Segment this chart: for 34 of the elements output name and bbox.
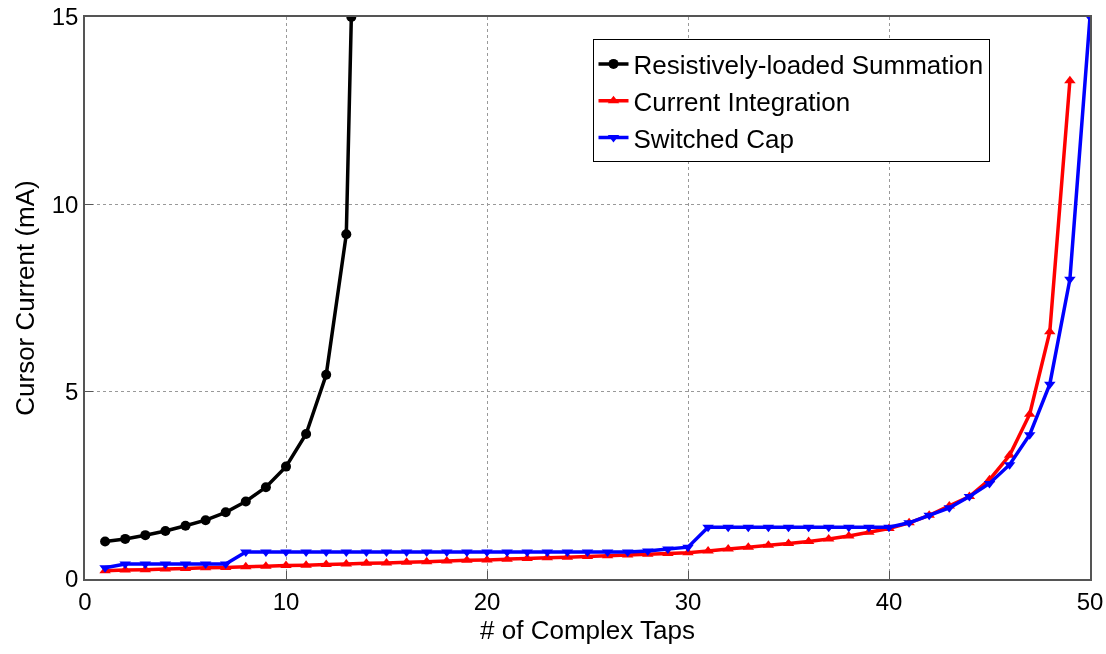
point (160, 526, 171, 537)
point (220, 507, 231, 518)
x-tick-label: 30 (674, 587, 702, 615)
point (140, 530, 151, 541)
x-axis-title: # of Complex Taps (480, 614, 695, 645)
y-tick-label: 0 (65, 565, 79, 593)
y-tick-label: 5 (65, 378, 79, 406)
point (260, 482, 271, 493)
point (702, 524, 714, 533)
point (301, 429, 312, 439)
point (180, 520, 191, 531)
point (100, 536, 111, 547)
point (120, 533, 131, 544)
point (843, 524, 855, 533)
x-tick-label: 20 (473, 587, 501, 615)
x-tick-label: 50 (1076, 587, 1104, 615)
point (240, 496, 251, 507)
y-tick-label: 10 (51, 190, 79, 218)
y-tick-label: 15 (51, 3, 79, 31)
legend-label: Resistively-loaded Summation (633, 50, 984, 81)
legend-label: Switched Cap (633, 123, 794, 154)
point (240, 561, 252, 570)
point (281, 461, 291, 472)
legend-label: Current Integration (633, 86, 851, 117)
point (280, 560, 292, 569)
x-tick-label: 40 (875, 587, 903, 615)
point (722, 524, 734, 533)
x-tick-label: 10 (272, 587, 300, 615)
point (1064, 276, 1076, 285)
point (200, 515, 211, 526)
point (1044, 381, 1056, 390)
point (321, 369, 332, 380)
y-axis-title: Cursor Current (mA) (9, 180, 40, 416)
point (341, 229, 352, 240)
